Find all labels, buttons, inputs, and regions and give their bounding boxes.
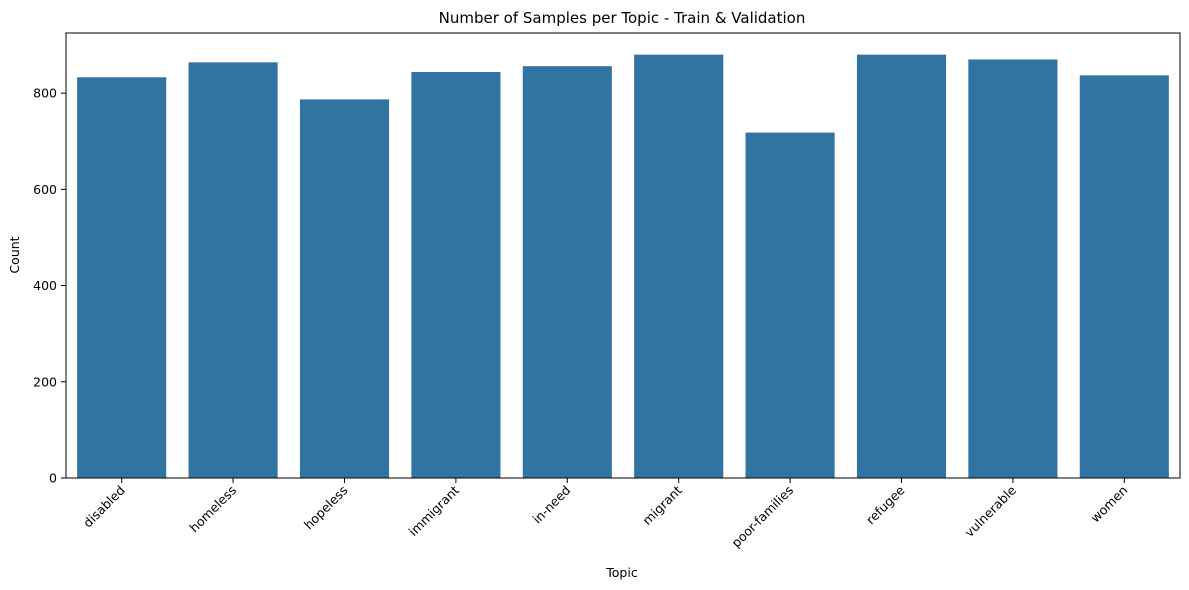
bars-group — [77, 54, 1169, 479]
bar-in-need — [522, 66, 612, 478]
bar-immigrant — [411, 71, 501, 478]
bar-poor-families — [745, 132, 835, 478]
plot-frame — [65, 32, 1181, 479]
bar-homeless — [188, 62, 278, 478]
y-tick-label: 0 — [49, 471, 57, 486]
x-axis-label: Topic — [605, 565, 638, 580]
y-tick-label: 800 — [33, 86, 57, 101]
x-tick-label: homeless — [186, 483, 239, 536]
y-tick-label: 600 — [33, 182, 57, 197]
y-axis-label: Count — [7, 236, 22, 273]
chart-title: Number of Samples per Topic - Train & Va… — [439, 9, 806, 27]
x-tick-label: hopeless — [301, 483, 351, 533]
bar-hopeless — [299, 99, 390, 478]
x-tick-label: poor-families — [728, 483, 796, 551]
bar-vulnerable — [968, 59, 1058, 479]
bar-women — [1079, 75, 1169, 478]
x-tick-label: migrant — [639, 482, 684, 527]
x-tick-label: in-need — [529, 483, 573, 527]
y-axis-ticks: 0 200 400 600 800 — [33, 86, 66, 486]
y-tick-label: 400 — [33, 278, 57, 293]
y-tick-label: 200 — [33, 374, 57, 389]
x-tick-label: refugee — [863, 482, 908, 527]
bar-migrant — [634, 54, 724, 479]
x-axis-ticks: disabled homeless hopeless immigrant in-need… — [80, 478, 1130, 550]
x-tick-label: women — [1088, 483, 1131, 526]
bar-disabled — [77, 77, 167, 478]
bar-refugee — [856, 54, 947, 479]
x-tick-label: immigrant — [406, 482, 463, 539]
x-tick-label: disabled — [80, 483, 128, 531]
x-tick-label: vulnerable — [962, 482, 1020, 540]
